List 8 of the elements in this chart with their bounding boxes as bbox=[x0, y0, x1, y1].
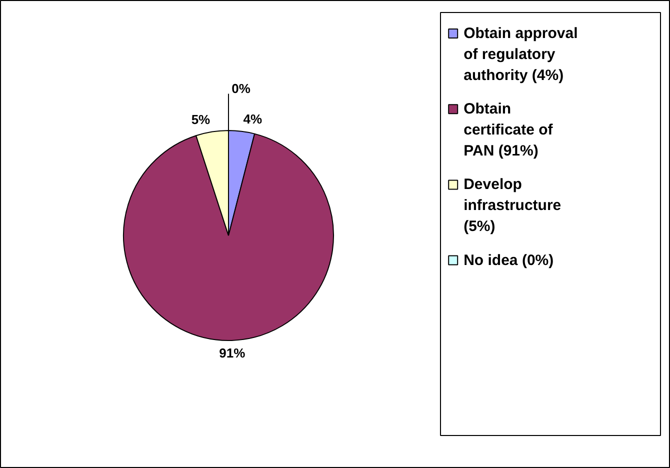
legend-label: No idea (0%) bbox=[464, 252, 554, 269]
data-label: 5% bbox=[191, 112, 211, 127]
legend-label: Obtain approval of regulatory authority (4%) bbox=[464, 25, 578, 84]
text: 0% bbox=[232, 81, 250, 96]
data-label: 91% bbox=[219, 346, 246, 361]
legend-label: Obtain certificate of PAN (91%) bbox=[464, 100, 554, 160]
data-label: 4% bbox=[243, 111, 262, 126]
legend-label: Develop infrastructure (5%) bbox=[464, 176, 562, 236]
